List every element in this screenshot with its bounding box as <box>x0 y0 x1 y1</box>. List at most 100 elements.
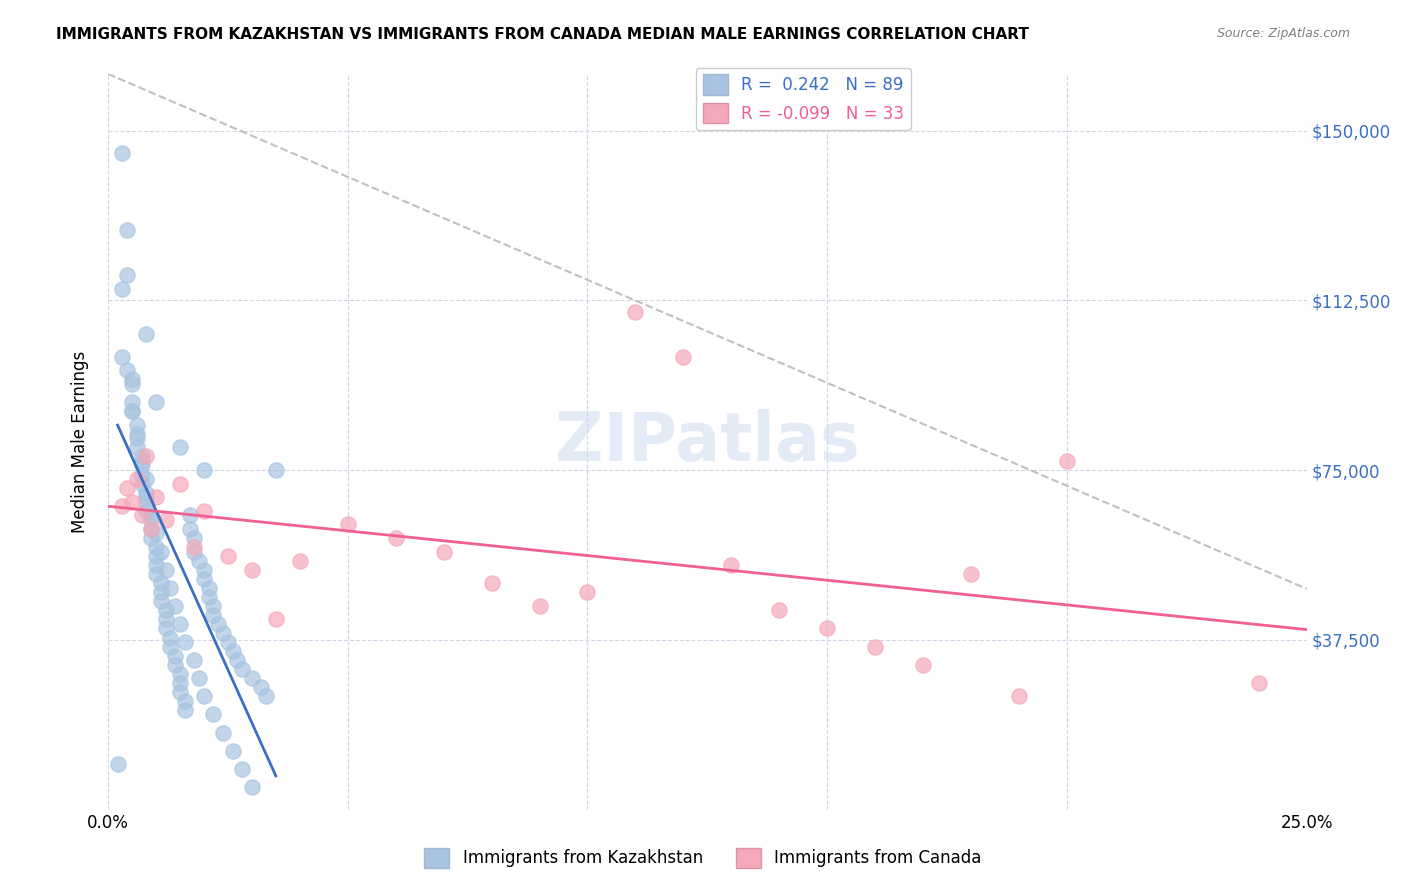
Point <box>226 653 249 667</box>
Point <box>111 500 134 514</box>
Point <box>815 622 838 636</box>
Point <box>672 350 695 364</box>
Point <box>165 657 187 672</box>
Point <box>165 648 187 663</box>
Point <box>125 431 148 445</box>
Point <box>135 485 157 500</box>
Point <box>149 576 172 591</box>
Point <box>193 572 215 586</box>
Point <box>240 780 263 794</box>
Point <box>159 640 181 654</box>
Point <box>193 690 215 704</box>
Point <box>288 553 311 567</box>
Point <box>131 458 153 473</box>
Point <box>202 707 225 722</box>
Point <box>481 576 503 591</box>
Text: Source: ZipAtlas.com: Source: ZipAtlas.com <box>1216 27 1350 40</box>
Point <box>155 622 177 636</box>
Point <box>1008 690 1031 704</box>
Point <box>183 540 205 554</box>
Point <box>131 508 153 523</box>
Point <box>529 599 551 613</box>
Point <box>149 544 172 558</box>
Point <box>179 522 201 536</box>
Point <box>254 690 277 704</box>
Point <box>231 762 253 776</box>
Point <box>121 404 143 418</box>
Point <box>193 463 215 477</box>
Point <box>141 508 163 523</box>
Point <box>183 531 205 545</box>
Point <box>169 616 191 631</box>
Point <box>125 417 148 432</box>
Point <box>207 616 229 631</box>
Point <box>183 653 205 667</box>
Point <box>115 481 138 495</box>
Point <box>336 517 359 532</box>
Point <box>169 675 191 690</box>
Point <box>121 404 143 418</box>
Point <box>135 490 157 504</box>
Point <box>576 585 599 599</box>
Point <box>960 567 983 582</box>
Point <box>111 350 134 364</box>
Point <box>121 395 143 409</box>
Point <box>169 666 191 681</box>
Point <box>202 599 225 613</box>
Point <box>145 567 167 582</box>
Point <box>111 146 134 161</box>
Point <box>135 450 157 464</box>
Point <box>115 223 138 237</box>
Point <box>145 490 167 504</box>
Point <box>173 635 195 649</box>
Point <box>155 612 177 626</box>
Point <box>212 626 235 640</box>
Point <box>149 594 172 608</box>
Point <box>135 494 157 508</box>
Point <box>193 504 215 518</box>
Point <box>155 563 177 577</box>
Point <box>125 472 148 486</box>
Point <box>121 372 143 386</box>
Point <box>155 603 177 617</box>
Point <box>125 426 148 441</box>
Point <box>159 631 181 645</box>
Point <box>145 558 167 573</box>
Point <box>131 467 153 482</box>
Point <box>141 522 163 536</box>
Point <box>145 540 167 554</box>
Point <box>173 703 195 717</box>
Point <box>135 504 157 518</box>
Point <box>240 671 263 685</box>
Point <box>212 725 235 739</box>
Point <box>165 599 187 613</box>
Point <box>145 395 167 409</box>
Point <box>221 744 243 758</box>
Point <box>169 476 191 491</box>
Point <box>173 694 195 708</box>
Point <box>131 454 153 468</box>
Point <box>264 612 287 626</box>
Point <box>202 607 225 622</box>
Point <box>912 657 935 672</box>
Point <box>188 553 211 567</box>
Text: ZIPatlas: ZIPatlas <box>555 409 859 475</box>
Point <box>131 450 153 464</box>
Point <box>135 327 157 342</box>
Point <box>121 377 143 392</box>
Point <box>193 563 215 577</box>
Point <box>131 476 153 491</box>
Point <box>141 531 163 545</box>
Y-axis label: Median Male Earnings: Median Male Earnings <box>72 351 89 533</box>
Point <box>240 563 263 577</box>
Point <box>217 549 239 563</box>
Point <box>1056 454 1078 468</box>
Point <box>264 463 287 477</box>
Point <box>115 363 138 377</box>
Point <box>1247 675 1270 690</box>
Point <box>183 544 205 558</box>
Point <box>179 508 201 523</box>
Point <box>624 304 647 318</box>
Point <box>135 472 157 486</box>
Point <box>141 522 163 536</box>
